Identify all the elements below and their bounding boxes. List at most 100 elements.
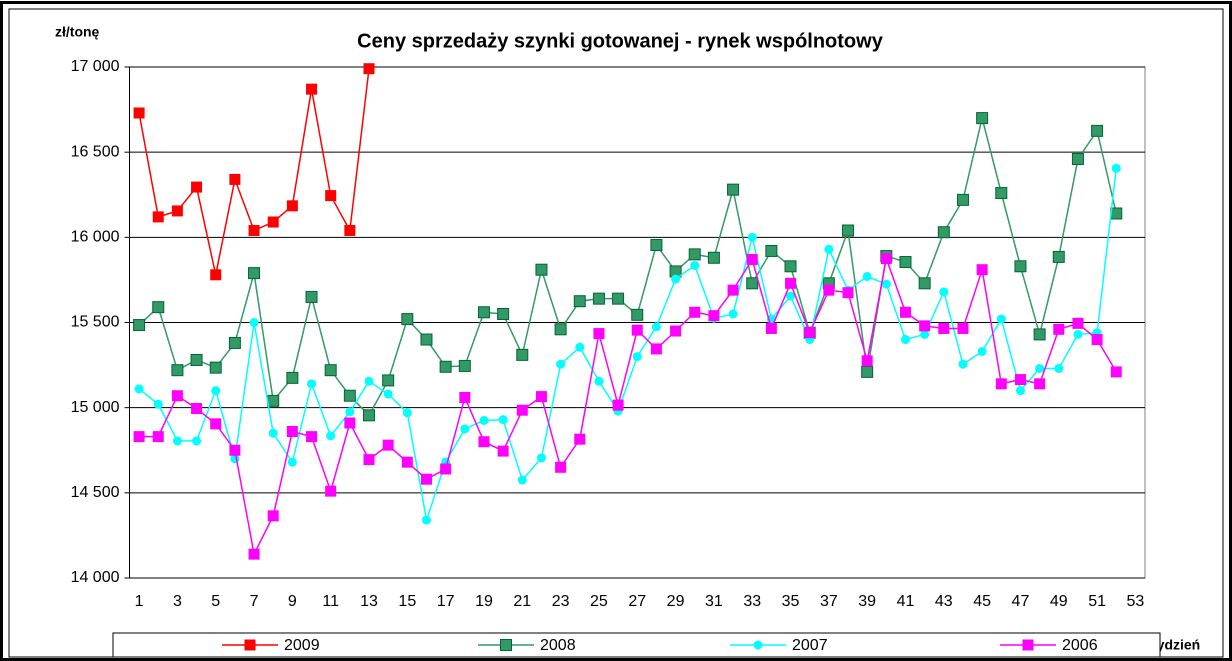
point — [746, 277, 759, 290]
point — [632, 352, 642, 362]
point — [134, 384, 144, 394]
x-tick-label: 53 — [1127, 593, 1145, 610]
point — [976, 264, 988, 276]
point — [556, 359, 566, 369]
x-tick-label: 23 — [552, 593, 570, 610]
x-tick-label: 13 — [360, 593, 378, 610]
point — [306, 83, 318, 95]
point — [918, 277, 931, 290]
legend-label: 2008 — [540, 637, 576, 654]
point — [305, 290, 318, 303]
point — [479, 415, 489, 425]
point — [325, 485, 337, 497]
point — [343, 389, 356, 402]
point — [249, 318, 259, 327]
point — [1091, 334, 1103, 346]
point — [1035, 363, 1045, 373]
x-tick-label: 1 — [135, 593, 144, 610]
point — [880, 253, 892, 265]
point — [823, 284, 835, 296]
point — [919, 320, 931, 332]
point — [286, 200, 298, 212]
y-tick-label: 16 000 — [71, 229, 120, 246]
point — [765, 322, 777, 334]
point — [535, 391, 547, 403]
point — [688, 248, 701, 261]
point — [957, 322, 969, 334]
point — [171, 364, 184, 377]
point — [958, 359, 968, 369]
point — [554, 323, 567, 336]
point — [171, 390, 183, 402]
point — [326, 431, 336, 441]
point — [727, 284, 739, 296]
point — [364, 376, 374, 386]
point — [268, 428, 278, 438]
y-tick-label: 14 500 — [71, 484, 120, 501]
x-tick-label: 15 — [398, 593, 416, 610]
point — [402, 408, 412, 418]
point — [307, 379, 317, 389]
point — [133, 319, 146, 332]
x-tick-label: 27 — [628, 593, 646, 610]
point — [478, 436, 490, 448]
point — [1110, 207, 1123, 220]
point — [594, 376, 604, 386]
point — [516, 348, 529, 361]
point — [612, 292, 625, 305]
point — [612, 399, 624, 411]
point — [861, 365, 874, 378]
point — [824, 244, 834, 254]
x-tick-label: 51 — [1088, 593, 1106, 610]
x-tick-label: 25 — [590, 593, 608, 610]
y-axis-label: zł/tonę — [55, 24, 100, 40]
point — [152, 301, 165, 314]
point — [862, 272, 872, 282]
y-tick-label: 15 000 — [71, 399, 120, 416]
legend-label: 2007 — [792, 637, 828, 654]
legend-label: 2009 — [284, 637, 320, 654]
point — [191, 181, 203, 193]
point — [458, 359, 471, 372]
point — [842, 224, 855, 237]
point — [670, 325, 682, 337]
point — [439, 360, 452, 373]
point — [881, 279, 891, 289]
point — [286, 426, 298, 438]
point — [631, 308, 644, 321]
series-line — [139, 255, 1117, 557]
point — [995, 378, 1007, 390]
point — [650, 343, 662, 355]
point — [1072, 317, 1084, 329]
point — [1014, 260, 1027, 273]
point — [1053, 323, 1065, 335]
x-tick-label: 35 — [782, 593, 800, 610]
point — [861, 355, 873, 367]
point — [727, 183, 740, 196]
point — [1111, 163, 1121, 173]
point — [651, 322, 661, 332]
point — [497, 307, 510, 320]
point — [460, 424, 470, 434]
point — [420, 473, 432, 485]
y-tick-label: 16 500 — [71, 143, 120, 160]
x-axis-label: tydzień — [1152, 637, 1200, 653]
point — [171, 205, 183, 217]
point — [575, 342, 585, 352]
point — [440, 463, 452, 475]
point — [210, 269, 222, 281]
point — [133, 431, 145, 443]
point — [324, 364, 337, 377]
x-tick-label: 21 — [513, 593, 531, 610]
point — [172, 436, 182, 446]
point — [459, 391, 471, 403]
point — [191, 403, 203, 415]
x-tick-label: 43 — [935, 593, 953, 610]
point — [593, 328, 605, 340]
legend-marker — [244, 639, 256, 651]
point — [229, 173, 241, 185]
point — [689, 306, 701, 318]
point — [535, 263, 548, 276]
y-tick-label: 17 000 — [71, 58, 120, 75]
point — [976, 112, 989, 125]
